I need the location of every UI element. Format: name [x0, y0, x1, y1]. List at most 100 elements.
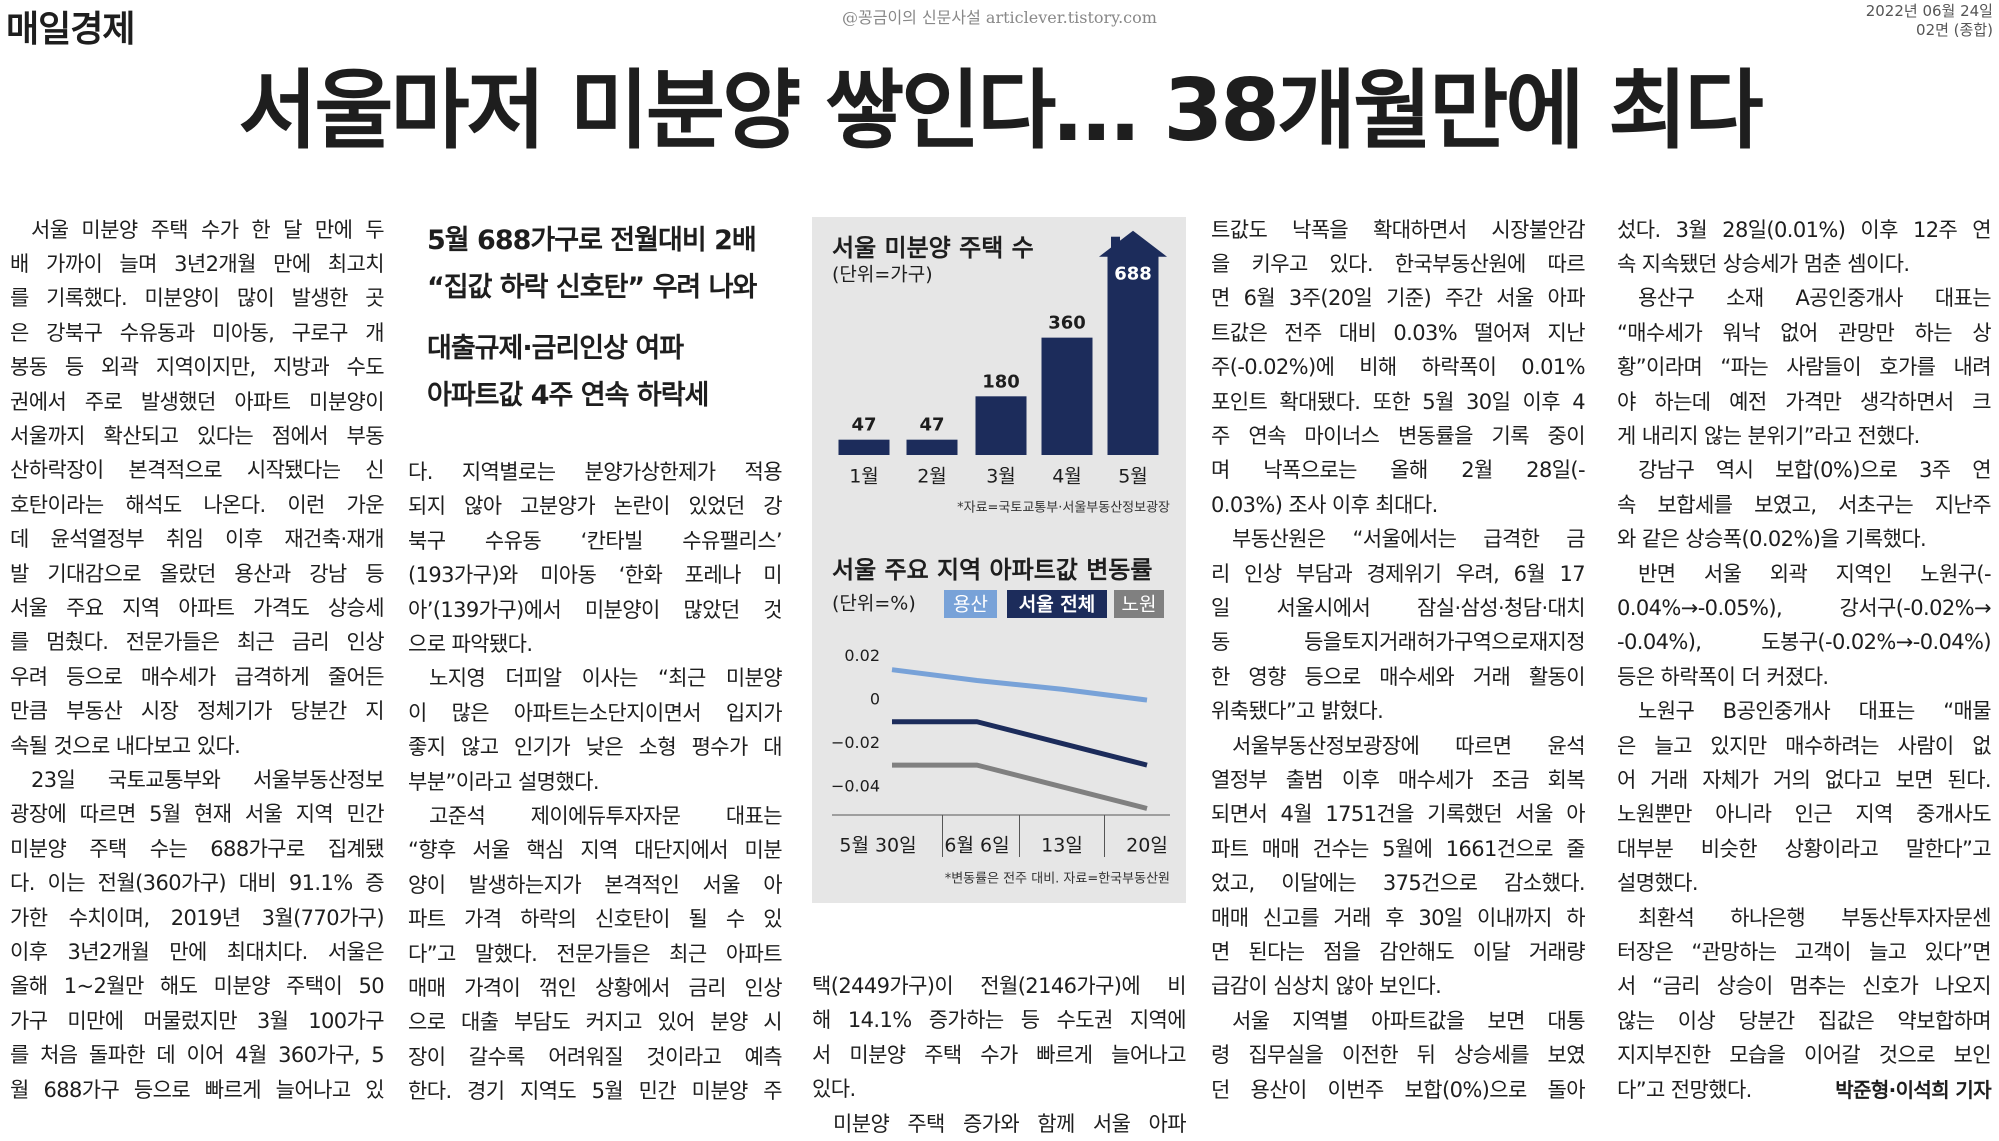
text-line: 광장에 따르면 5월 현재 서울 지역 민간 — [10, 802, 385, 827]
text-line: 트값도 낙폭을 확대하면서 시장불안감 — [1211, 217, 1586, 242]
subhead: 대출규제·금리인상 여파 — [427, 333, 684, 364]
text-line: 리 인상 부담과 경제위기 우려, 6월 17 — [1211, 561, 1586, 586]
text-line: 한 영향 등으로 매수세와 거래 활동이 — [1211, 664, 1586, 689]
text-line: 서울 지역별 아파트값을 보면 대통 — [1232, 1008, 1586, 1033]
x-tick-label: 20일 — [1126, 835, 1168, 857]
chart-source: *변동률은 전주 대비. 자료=한국부동산원 — [945, 872, 1170, 887]
text-line: 다. 지역별로는 분양가상한제가 적용 — [408, 460, 783, 484]
text-line: “매수세가 워낙 없어 관망만 하는 상 — [1617, 320, 1992, 345]
x-tick-label: 1월 — [849, 466, 879, 488]
text-line: 고준석 제이에듀투자자문 대표는 — [429, 804, 783, 828]
text-line: 다”고 전망했다. — [1617, 1077, 1752, 1102]
x-tick-label: 13일 — [1041, 835, 1083, 857]
text-line: 좋지 않고 인기가 낮은 소형 평수가 대 — [408, 735, 783, 760]
chart-title: 서울 미분양 주택 수 — [832, 234, 1034, 262]
text-line: 를 멈췄다. 전문가들은 최근 금리 인상 — [10, 630, 385, 655]
text-line: 속 보합세를 보였고, 서초구는 지난주 — [1617, 492, 1992, 517]
house-bar — [1099, 230, 1167, 455]
text-line: 일 서울시에서 잠실·삼성·청담·대치 — [1211, 595, 1586, 620]
value-label: 47 — [851, 415, 876, 436]
bar — [838, 439, 890, 455]
x-tick-label: 5월 — [1118, 466, 1148, 488]
text-line: 위축됐다”고 밝혔다. — [1211, 699, 1384, 724]
x-tick-label: 2월 — [917, 466, 947, 488]
chart-box: 서울 미분양 주택 수(단위=가구) 47 1월 47 2월 180 3월 360 4월 688 5… — [812, 217, 1186, 903]
subhead: 5월 688가구로 전월대비 2배 — [427, 225, 757, 256]
text-line: 가한 수치이며, 2019년 3월(770가구) — [10, 905, 385, 930]
text-line: 야 하는데 예전 가격만 생각하면서 크 — [1617, 389, 1992, 414]
text-line: 노원뿐만 아니라 인근 지역 중개사도 — [1617, 802, 1992, 827]
text-line: 0.03%) 조사 이후 최대다. — [1211, 492, 1438, 517]
text-line: 노지영 더피알 이사는 “최근 미분양 — [429, 666, 783, 691]
legend-swatch — [1114, 590, 1164, 618]
text-line: 면 6월 3주(20일 기준) 주간 서울 아파 — [1211, 286, 1586, 311]
text-line: 이 많은 아파트는소단지이면서 입지가 — [408, 700, 783, 725]
bar — [975, 396, 1027, 455]
series-line — [891, 667, 1148, 703]
text-line: 주 연속 마이너스 변동률을 기록 중이 — [1211, 423, 1586, 448]
text-line: 령 집무실을 이전한 뒤 상승세를 보였 — [1211, 1043, 1586, 1068]
text-line: 며 낙폭으로는 올해 2월 28일(- — [1211, 458, 1586, 483]
text-line: 트값은 전주 대비 0.03% 떨어져 지난 — [1211, 320, 1586, 345]
text-line: “향후 서울 핵심 지역 대단지에서 미분 — [408, 838, 783, 863]
paper-name: 매일경제 — [6, 9, 135, 50]
text-line: 설명했다. — [1617, 871, 1699, 896]
text-line: 이후 3년2개월 만에 최대치다. 서울은 — [10, 939, 385, 964]
text-line: 북구 수유동 ‘칸타빌 수유팰리스’ — [408, 528, 783, 553]
value-label: 180 — [982, 371, 1020, 392]
text-line: 봉동 등 외곽 지역이지만, 지방과 수도 — [10, 355, 385, 380]
newspaper-page: 매일경제 @꽁금이의 신문사설 articlever.tistory.com 2… — [6, 2, 1993, 1136]
subhead: 아파트값 4주 연속 하락세 — [427, 380, 709, 411]
text-line: 월 688가구 등으로 빠르게 늘어나고 있 — [10, 1077, 385, 1102]
text-line: 와 같은 상승폭(0.02%)을 기록했다. — [1617, 527, 1927, 552]
chart-title: 서울 주요 지역 아파트값 변동률 — [832, 556, 1152, 584]
issue-date: 2022년 06월 24일 — [1865, 2, 1993, 20]
text-line: 황”이라며 “파는 사람들이 호가를 내려 — [1617, 355, 1992, 380]
text-line: 주(-0.02%)에 비해 하락폭이 0.01% — [1211, 355, 1586, 380]
text-line: 미분양 주택 수는 688가구로 집계됐 — [10, 836, 385, 861]
text-line: 올해 1~2월만 해도 미분양 주택이 50 — [10, 974, 385, 999]
text-line: 0.04%→-0.05%), 강서구(-0.02%→ — [1617, 595, 1992, 620]
value-label: 688 — [1114, 264, 1152, 285]
text-line: 해 14.1% 증가하는 등 수도권 지역에 — [812, 1008, 1187, 1033]
value-label: 47 — [919, 415, 944, 436]
text-line: 게 내리지 않는 분위기”라고 전했다. — [1617, 423, 1920, 448]
series-line — [892, 762, 1148, 811]
legend-swatch — [1007, 590, 1107, 618]
watermark: @꽁금이의 신문사설 articlever.tistory.com — [842, 8, 1157, 27]
headline: 서울마저 미분양 쌓인다… 38개월만에 최다 — [238, 61, 1763, 161]
text-line: 장이 갈수록 어려워질 것이라고 예측 — [408, 1044, 783, 1069]
x-tick-label: 4월 — [1052, 466, 1082, 488]
y-tick-label: 0 — [870, 690, 880, 709]
series-line — [892, 719, 1148, 768]
legend-label: 노원 — [1122, 594, 1157, 616]
text-line: 서울까지 확산되고 있다는 점에서 부동 — [10, 423, 385, 448]
text-line: 서 “금리 상승이 멈추는 신호가 나오지 — [1617, 974, 1992, 999]
text-line: -0.04%), 도봉구(-0.02%→-0.04%) — [1617, 630, 1992, 655]
text-line: 호탄이라는 해석도 나온다. 이런 가운 — [10, 492, 385, 517]
text-line: 었고, 이달에는 375건으로 감소했다. — [1211, 871, 1586, 896]
text-line: 데 윤석열정부 취임 이후 재건축·재개 — [10, 527, 385, 552]
text-line: 속 지속됐던 상승세가 멈춘 셈이다. — [1617, 251, 1910, 276]
text-line: 권에서 주로 발생했던 아파트 미분양이 — [10, 389, 385, 414]
text-line: 급감이 심상치 않아 보인다. — [1211, 974, 1442, 999]
text-line: 산하락장이 본격적으로 시작됐다는 신 — [10, 458, 385, 483]
value-label: 360 — [1048, 313, 1086, 334]
text-line: 열정부 출범 이후 매수세가 조금 회복 — [1211, 767, 1586, 792]
text-line: 대부분 비슷한 상황이라고 말한다”고 — [1617, 836, 1992, 861]
x-tick-label: 5월 30일 — [839, 835, 916, 857]
legend-label: 용산 — [953, 594, 988, 616]
text-line: 매매 신고를 거래 후 30일 이내까지 하 — [1211, 905, 1586, 930]
text-line: 배 가까이 늘며 3년2개월 만에 최고치 — [10, 251, 385, 276]
byline: 박준형·이석희 기자 — [1835, 1077, 1991, 1102]
text-line: 으로 대출 부담도 커지고 있어 분양 시 — [408, 1010, 783, 1035]
text-line: 서 미분양 주택 수가 빠르게 늘어나고 — [812, 1042, 1187, 1067]
text-line: 최환석 하나은행 부동산투자자문센 — [1638, 905, 1992, 930]
text-line: 포인트 확대됐다. 또한 5월 30일 이후 4 — [1211, 389, 1586, 414]
y-tick-label: 0.02 — [844, 646, 880, 665]
x-tick-label: 3월 — [986, 466, 1016, 488]
text-line: 던 용산이 이번주 보합(0%)으로 돌아 — [1211, 1077, 1586, 1102]
text-line: 등은 하락폭이 더 커졌다. — [1617, 664, 1829, 689]
y-tick-label: −0.02 — [831, 733, 880, 752]
text-line: 파트 매매 건수는 5월에 1661건으로 줄 — [1211, 836, 1586, 861]
